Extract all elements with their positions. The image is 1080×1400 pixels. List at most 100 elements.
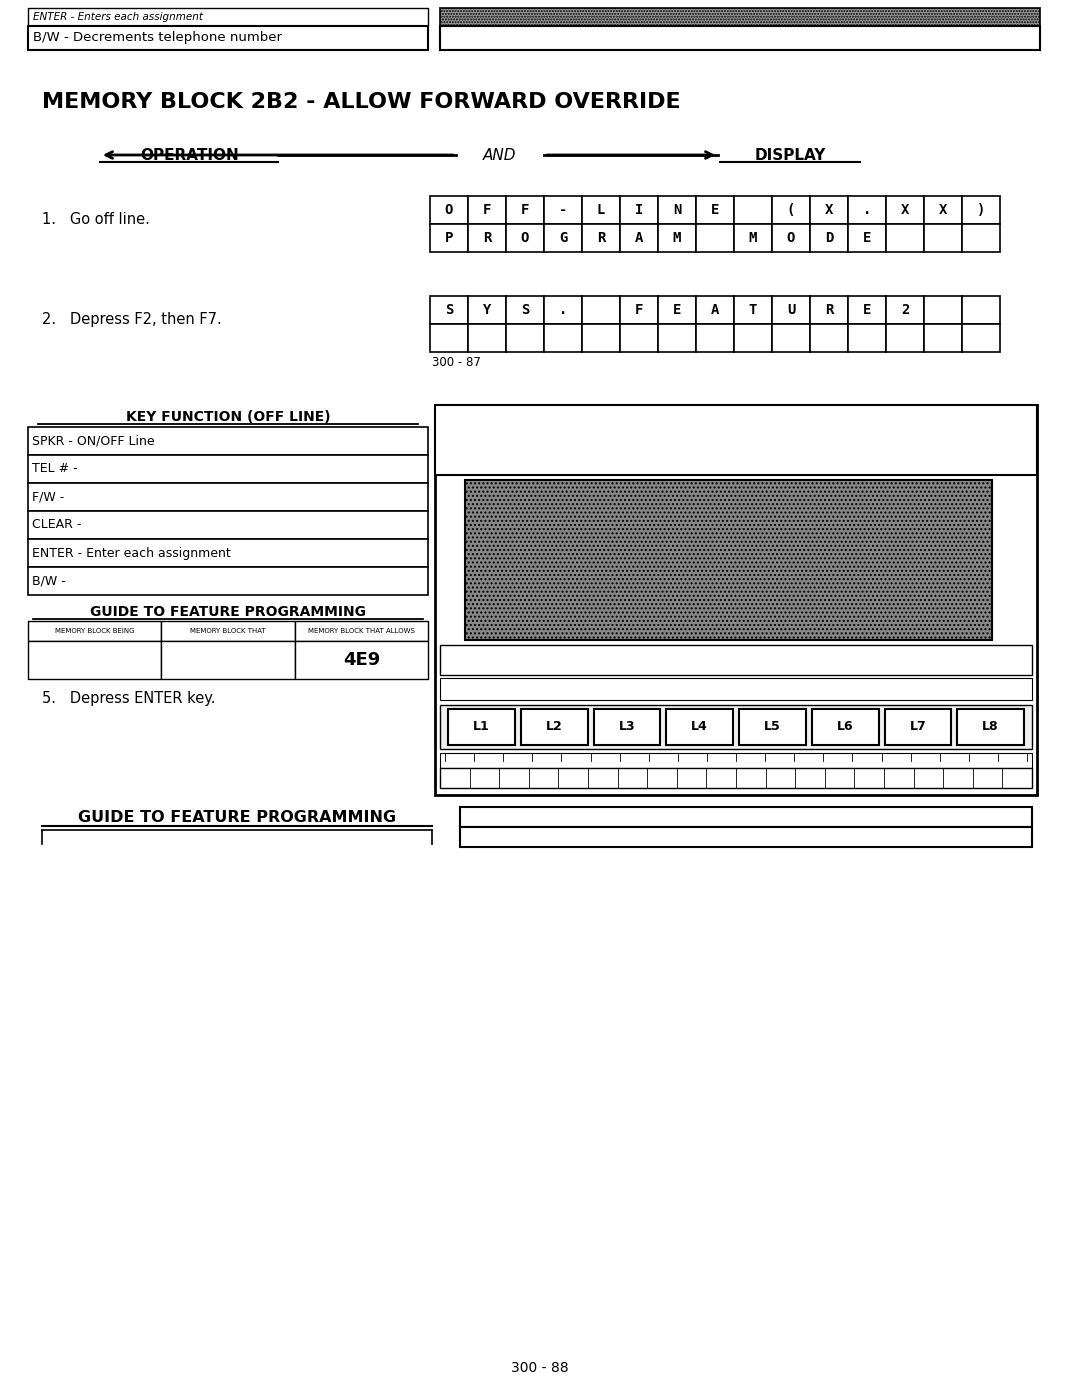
Bar bbox=[28, 27, 428, 50]
Text: S: S bbox=[521, 302, 529, 316]
Text: 300 - 87: 300 - 87 bbox=[432, 356, 481, 370]
Text: F: F bbox=[635, 302, 644, 316]
Text: I: I bbox=[635, 203, 644, 217]
Bar bbox=[440, 645, 1032, 675]
Bar bbox=[295, 622, 428, 641]
Bar bbox=[772, 196, 810, 224]
Text: P: P bbox=[445, 231, 454, 245]
Text: MEMORY BLOCK THAT: MEMORY BLOCK THAT bbox=[190, 629, 266, 634]
Bar bbox=[440, 678, 1032, 700]
Text: R: R bbox=[825, 302, 833, 316]
Bar bbox=[544, 323, 582, 351]
Text: L2: L2 bbox=[545, 721, 563, 734]
Bar bbox=[734, 295, 772, 323]
Bar bbox=[658, 224, 696, 252]
Bar bbox=[772, 295, 810, 323]
Text: X: X bbox=[825, 203, 833, 217]
Bar bbox=[440, 706, 1032, 749]
Bar bbox=[848, 224, 886, 252]
Bar bbox=[812, 708, 878, 745]
Text: E: E bbox=[863, 231, 872, 245]
Text: L4: L4 bbox=[691, 721, 708, 734]
Bar bbox=[848, 196, 886, 224]
Bar bbox=[468, 224, 507, 252]
Bar bbox=[924, 295, 962, 323]
Text: -: - bbox=[558, 203, 567, 217]
Bar bbox=[507, 196, 544, 224]
Bar bbox=[507, 323, 544, 351]
Bar bbox=[440, 769, 1032, 788]
Bar bbox=[582, 323, 620, 351]
Text: E: E bbox=[711, 203, 719, 217]
Text: X: X bbox=[939, 203, 947, 217]
Text: (: ( bbox=[787, 203, 795, 217]
Text: 2: 2 bbox=[901, 302, 909, 316]
Bar bbox=[468, 295, 507, 323]
Bar bbox=[440, 8, 1040, 27]
Text: .: . bbox=[863, 203, 872, 217]
Text: ENTER - Enters each assignment: ENTER - Enters each assignment bbox=[33, 13, 203, 22]
Text: TEL # -: TEL # - bbox=[32, 462, 78, 476]
Bar bbox=[696, 224, 734, 252]
Bar bbox=[544, 196, 582, 224]
Text: MEMORY BLOCK 2B2 - ALLOW FORWARD OVERRIDE: MEMORY BLOCK 2B2 - ALLOW FORWARD OVERRID… bbox=[42, 92, 680, 112]
Bar bbox=[594, 708, 660, 745]
Text: E: E bbox=[863, 302, 872, 316]
Bar bbox=[666, 708, 733, 745]
Text: 1.   Go off line.: 1. Go off line. bbox=[42, 211, 150, 227]
Bar bbox=[696, 323, 734, 351]
Bar bbox=[886, 224, 924, 252]
Bar bbox=[582, 295, 620, 323]
Bar bbox=[507, 224, 544, 252]
Bar bbox=[582, 224, 620, 252]
Bar bbox=[924, 224, 962, 252]
Bar bbox=[848, 295, 886, 323]
Text: S: S bbox=[445, 302, 454, 316]
Bar bbox=[468, 196, 507, 224]
Text: O: O bbox=[445, 203, 454, 217]
Bar bbox=[962, 323, 1000, 351]
Bar bbox=[848, 323, 886, 351]
Text: R: R bbox=[597, 231, 605, 245]
Bar bbox=[810, 323, 848, 351]
Text: OPERATION: OPERATION bbox=[140, 148, 240, 162]
Bar bbox=[435, 405, 1037, 475]
Text: B/W -: B/W - bbox=[32, 574, 66, 588]
Bar bbox=[810, 295, 848, 323]
Text: SPKR - ON/OFF Line: SPKR - ON/OFF Line bbox=[32, 434, 154, 448]
Bar bbox=[696, 196, 734, 224]
Bar bbox=[734, 323, 772, 351]
Bar bbox=[658, 295, 696, 323]
Bar bbox=[430, 196, 468, 224]
Bar bbox=[521, 708, 588, 745]
Bar bbox=[582, 196, 620, 224]
Text: .: . bbox=[558, 302, 567, 316]
Bar bbox=[734, 196, 772, 224]
Text: GUIDE TO FEATURE PROGRAMMING: GUIDE TO FEATURE PROGRAMMING bbox=[78, 811, 396, 825]
Text: Y: Y bbox=[483, 302, 491, 316]
Text: O: O bbox=[521, 231, 529, 245]
Text: L1: L1 bbox=[473, 721, 489, 734]
Text: O: O bbox=[787, 231, 795, 245]
Text: 4E9: 4E9 bbox=[342, 651, 380, 669]
Text: 2.   Depress F2, then F7.: 2. Depress F2, then F7. bbox=[42, 312, 221, 328]
Text: 5.   Depress ENTER key.: 5. Depress ENTER key. bbox=[42, 692, 216, 706]
Text: L6: L6 bbox=[837, 721, 853, 734]
Bar bbox=[435, 405, 1037, 795]
Text: U: U bbox=[787, 302, 795, 316]
Text: DISPLAY: DISPLAY bbox=[754, 148, 826, 162]
Text: CLEAR -: CLEAR - bbox=[32, 518, 81, 532]
Bar bbox=[440, 753, 1032, 769]
Bar bbox=[28, 567, 428, 595]
Text: M: M bbox=[673, 231, 681, 245]
Text: G: G bbox=[558, 231, 567, 245]
Bar bbox=[28, 8, 428, 27]
Text: 300 - 88: 300 - 88 bbox=[511, 1361, 569, 1375]
Text: L7: L7 bbox=[909, 721, 927, 734]
Bar bbox=[886, 295, 924, 323]
Bar bbox=[161, 622, 295, 641]
Bar bbox=[448, 708, 515, 745]
Bar bbox=[739, 708, 806, 745]
Text: X: X bbox=[901, 203, 909, 217]
Text: F: F bbox=[483, 203, 491, 217]
